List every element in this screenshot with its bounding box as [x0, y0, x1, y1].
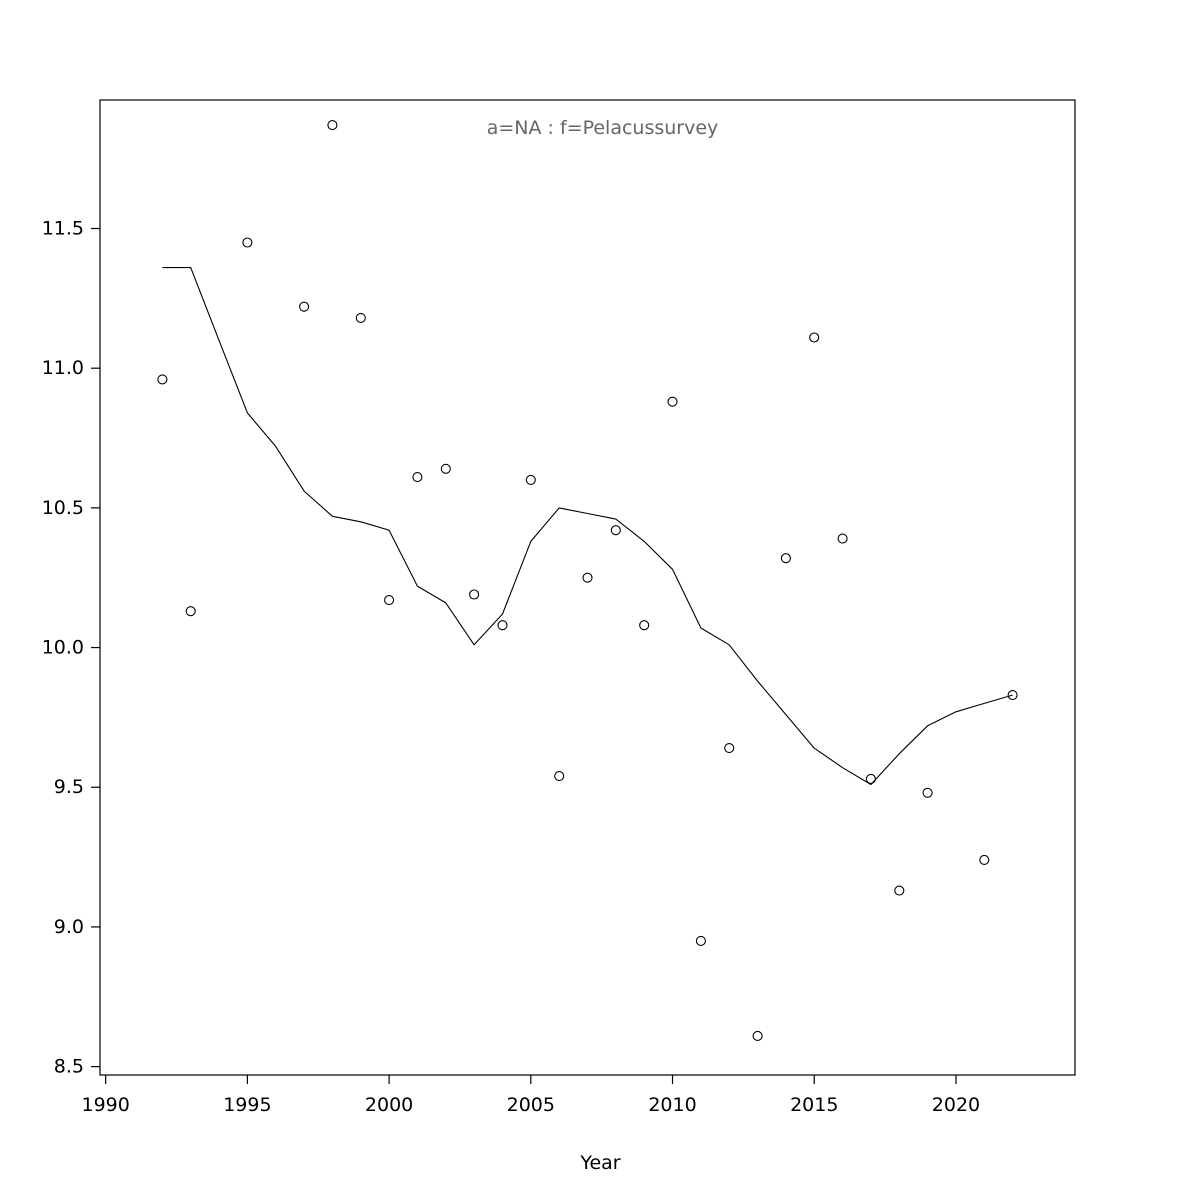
data-point [865, 773, 876, 784]
data-point [469, 589, 480, 600]
data-point [724, 743, 735, 754]
data-point [979, 854, 990, 865]
data-point [242, 237, 253, 248]
data-point [355, 312, 366, 323]
x-tick-label: 2000 [365, 1094, 413, 1116]
data-point [497, 620, 508, 631]
data-point [299, 301, 310, 312]
data-point [610, 525, 621, 536]
plot-box [99, 99, 1076, 1076]
data-point [412, 472, 423, 483]
data-point [894, 885, 905, 896]
data-point [752, 1030, 763, 1041]
data-point [695, 935, 706, 946]
y-tick-label: 11.5 [42, 218, 84, 240]
data-point [809, 332, 820, 343]
data-point [327, 120, 338, 131]
data-point [780, 553, 791, 564]
data-point [384, 595, 395, 606]
data-point [440, 463, 451, 474]
data-point [667, 396, 678, 407]
trend-line [162, 267, 1013, 786]
x-tick-label: 2020 [932, 1094, 980, 1116]
data-point [837, 533, 848, 544]
x-tick-label: 1990 [81, 1094, 129, 1116]
x-tick-label: 2005 [507, 1094, 555, 1116]
data-point [185, 606, 196, 617]
plot-title: a=NA : f=Pelacussurvey [487, 117, 719, 139]
y-tick-label: 8.5 [54, 1056, 84, 1078]
data-point [582, 572, 593, 583]
x-tick-label: 1995 [223, 1094, 271, 1116]
data-point [1007, 690, 1018, 701]
y-tick-label: 10.0 [42, 637, 84, 659]
y-tick-label: 9.5 [54, 776, 84, 798]
y-tick-label: 11.0 [42, 357, 84, 379]
data-point [157, 374, 168, 385]
y-tick-label: 9.0 [54, 916, 84, 938]
y-tick-label: 10.5 [42, 497, 84, 519]
data-point [554, 771, 565, 782]
data-point [525, 474, 536, 485]
x-axis-label: Year [579, 1152, 620, 1174]
data-point [922, 787, 933, 798]
x-tick-label: 2015 [790, 1094, 838, 1116]
x-tick-label: 2010 [648, 1094, 696, 1116]
data-point [639, 620, 650, 631]
